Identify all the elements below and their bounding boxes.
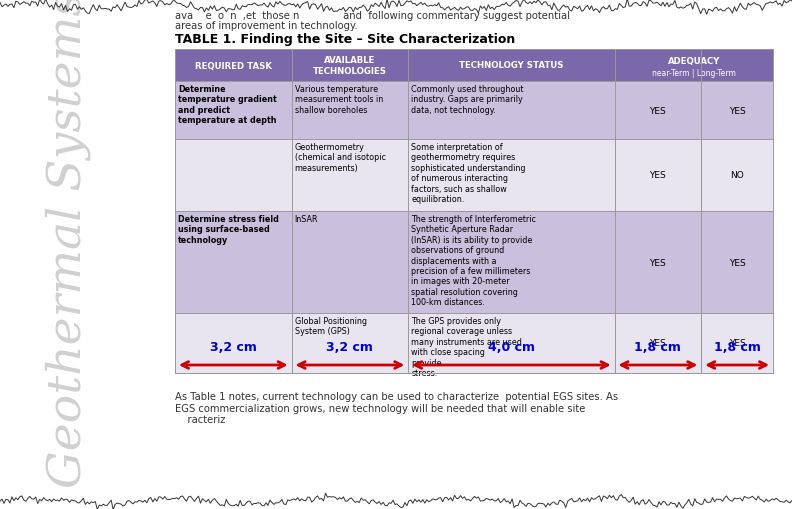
Text: AVAILABLE
TECHNOLOGIES: AVAILABLE TECHNOLOGIES — [313, 56, 387, 75]
Text: Some interpretation of
geothermometry requires
sophisticated understanding
of nu: Some interpretation of geothermometry re… — [411, 143, 526, 204]
Text: Geothermometry
(chemical and isotopic
measurements): Geothermometry (chemical and isotopic me… — [295, 143, 386, 173]
Text: YES: YES — [729, 339, 745, 348]
Text: ava    e  o  n  ,et  those n              and  following commentary suggest pote: ava e o n ,et those n and following comm… — [175, 11, 570, 21]
Text: 3,2 cm: 3,2 cm — [210, 341, 257, 353]
Text: The strength of Interferometric
Synthetic Aperture Radar
(InSAR) is its ability : The strength of Interferometric Syntheti… — [411, 215, 536, 306]
Bar — [175, 82, 773, 140]
Bar — [175, 212, 773, 314]
Text: 1,8 cm: 1,8 cm — [714, 341, 760, 353]
Text: Determine stress field
using surface-based
technology: Determine stress field using surface-bas… — [178, 215, 279, 244]
Bar — [175, 314, 773, 373]
Text: TABLE 1. Finding the Site – Site Characterization: TABLE 1. Finding the Site – Site Charact… — [175, 33, 516, 46]
Text: Global Positioning
System (GPS): Global Positioning System (GPS) — [295, 317, 367, 336]
Text: 1,8 cm: 1,8 cm — [634, 341, 681, 353]
Text: YES: YES — [729, 258, 745, 267]
Text: The GPS provides only
regional coverage unless
many instruments are used
with cl: The GPS provides only regional coverage … — [411, 317, 522, 377]
Text: near-Term | Long-Term: near-Term | Long-Term — [652, 68, 736, 77]
Text: Determine
temperature gradient
and predict
temperature at depth: Determine temperature gradient and predi… — [178, 85, 276, 125]
Text: areas of improvement in technology.: areas of improvement in technology. — [175, 21, 358, 31]
Text: NO: NO — [730, 171, 744, 180]
Text: YES: YES — [649, 339, 666, 348]
Text: 3,2 cm: 3,2 cm — [326, 341, 373, 353]
Bar — [175, 50, 773, 82]
Text: TECHNOLOGY STATUS: TECHNOLOGY STATUS — [459, 62, 564, 70]
Text: REQUIRED TASK: REQUIRED TASK — [195, 62, 272, 70]
Text: As Table 1 notes, current technology can be used to characterize  potential EGS : As Table 1 notes, current technology can… — [175, 391, 618, 425]
Text: Commonly used throughout
industry. Gaps are primarily
data, not technology.: Commonly used throughout industry. Gaps … — [411, 85, 524, 115]
Text: 4,0 cm: 4,0 cm — [488, 341, 535, 353]
Bar — [175, 140, 773, 212]
Text: ADEQUACY: ADEQUACY — [668, 56, 720, 66]
Text: InSAR: InSAR — [295, 215, 318, 223]
Text: Various temperature
measurement tools in
shallow boreholes: Various temperature measurement tools in… — [295, 85, 383, 115]
Text: YES: YES — [649, 258, 666, 267]
Text: YES: YES — [729, 106, 745, 115]
Text: YES: YES — [649, 171, 666, 180]
Text: YES: YES — [649, 106, 666, 115]
Text: Geothermal Systems: Geothermal Systems — [45, 0, 91, 487]
